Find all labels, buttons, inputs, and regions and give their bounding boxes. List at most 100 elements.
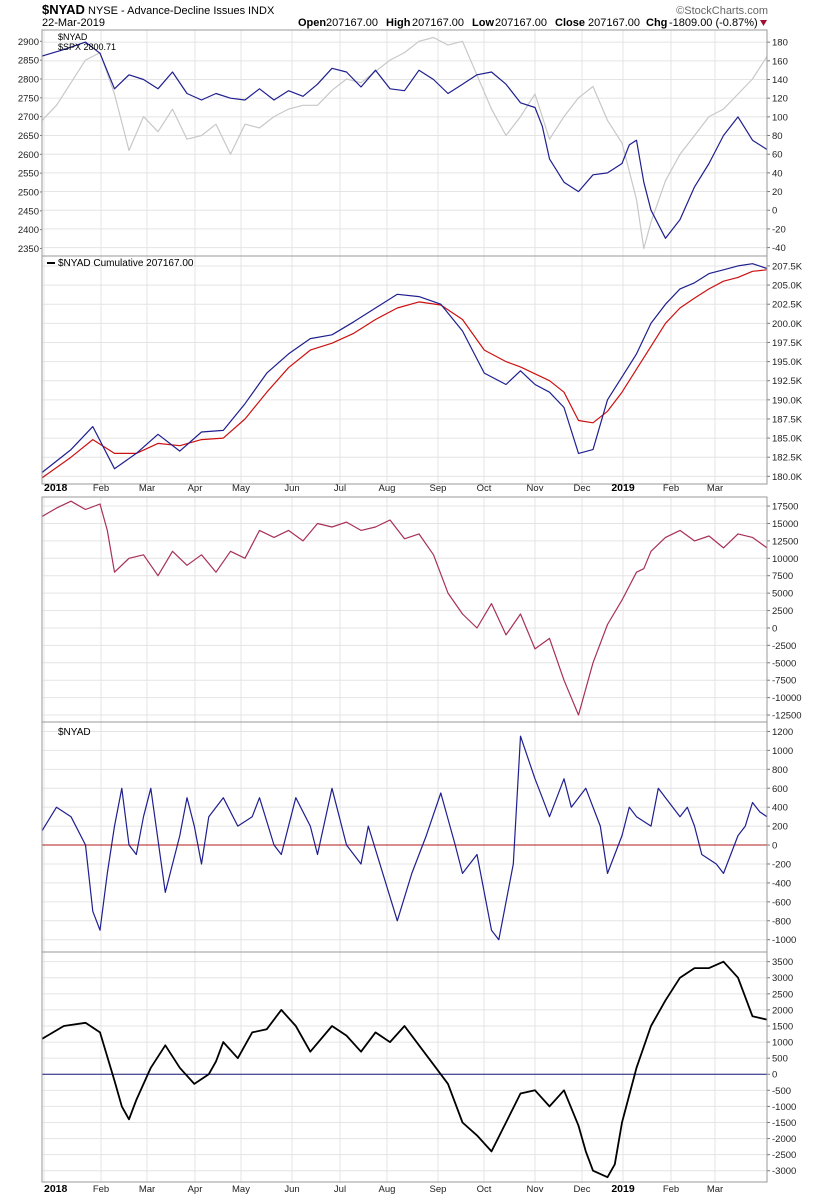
tick-label: 1500 [772, 1021, 793, 1032]
x-tick-label: Feb [93, 483, 109, 494]
x-tick-label: Oct [477, 483, 492, 494]
x-tick-label: Apr [188, 483, 203, 494]
tick-label: 1200 [772, 727, 793, 738]
x-tick-label: Dec [574, 1184, 591, 1195]
tick-label: 195.0K [772, 357, 803, 368]
tick-label: 12500 [772, 536, 798, 547]
panel-border [41, 496, 768, 723]
tick-label: -400 [772, 878, 791, 889]
x-tick-label: May [232, 1184, 250, 1195]
close-label: Close [555, 17, 585, 29]
tick-label: 2500 [772, 989, 793, 1000]
tick-label: 40 [772, 168, 783, 179]
tick-label: 160 [772, 56, 788, 67]
tick-label: 3500 [772, 957, 793, 968]
x-tick-label: Jun [284, 1184, 299, 1195]
header-date: 22-Mar-2019 [42, 17, 105, 29]
left-tick-label: 2450 [18, 206, 39, 217]
tick-label: 207.5K [772, 261, 803, 272]
tick-label: 2000 [772, 1005, 793, 1016]
series-line-1-1 [41, 269, 768, 479]
tick-label: 192.5K [772, 376, 803, 387]
panel-border [41, 255, 768, 485]
tick-label: 0 [772, 841, 777, 852]
legend-text: $NYAD [58, 727, 91, 738]
tick-label: 5000 [772, 589, 793, 600]
tick-label: -1500 [772, 1118, 796, 1129]
series-line-2-0 [41, 500, 768, 716]
tick-label: -800 [772, 916, 791, 927]
tick-label: 180.0K [772, 472, 803, 483]
open-label: Open [298, 17, 326, 29]
series-line-0-0 [41, 41, 768, 239]
tick-label: 180 [772, 38, 788, 49]
x-tick-label: Aug [379, 1184, 396, 1195]
x-tick-label: Mar [707, 1184, 723, 1195]
x-tick-label: Mar [707, 483, 723, 494]
close-value: 207167.00 [588, 17, 640, 29]
tick-label: 200 [772, 822, 788, 833]
tick-label: 0 [772, 623, 777, 634]
tick-label: -1000 [772, 935, 796, 946]
tick-label: 0 [772, 206, 777, 217]
legend-text: $NYAD Cumulative 207167.00 [58, 258, 194, 269]
tick-label: 80 [772, 131, 783, 142]
tick-label: -1000 [772, 1102, 796, 1113]
legend-text: $NYAD [58, 32, 88, 42]
left-tick-label: 2350 [18, 244, 39, 255]
chg-label: Chg [646, 17, 667, 29]
x-tick-label: Aug [379, 483, 396, 494]
left-tick-label: 2500 [18, 187, 39, 198]
tick-label: 60 [772, 150, 783, 161]
tick-label: 1000 [772, 746, 793, 757]
tick-label: -3000 [772, 1166, 796, 1177]
tick-label: -500 [772, 1086, 791, 1097]
left-tick-label: 2400 [18, 225, 39, 236]
tick-label: 140 [772, 75, 788, 86]
tick-label: 600 [772, 784, 788, 795]
x-tick-label: Nov [527, 1184, 544, 1195]
tick-label: 500 [772, 1054, 788, 1065]
x-tick-label: 2018 [44, 1183, 68, 1195]
x-tick-label: Jul [334, 1184, 346, 1195]
tick-label: 7500 [772, 571, 793, 582]
x-tick-label: Jul [334, 483, 346, 494]
x-tick-label: 2018 [44, 482, 68, 494]
left-tick-label: 2650 [18, 131, 39, 142]
x-tick-label: Dec [574, 483, 591, 494]
tick-label: 2500 [772, 606, 793, 617]
tick-label: 400 [772, 803, 788, 814]
x-tick-label: Mar [139, 1184, 155, 1195]
x-tick-label: Jun [284, 483, 299, 494]
x-tick-label: Feb [93, 1184, 109, 1195]
x-tick-label: Sep [430, 1184, 447, 1195]
panels: -40-200204060801001201401601802350240024… [18, 29, 803, 1195]
panel-border [41, 951, 768, 1183]
tick-label: 202.5K [772, 300, 803, 311]
x-tick-label: 2019 [611, 1183, 635, 1195]
tick-label: 182.5K [772, 453, 803, 464]
tick-label: 185.0K [772, 434, 803, 445]
tick-label: -5000 [772, 658, 796, 669]
tick-label: -40 [772, 243, 786, 254]
tick-label: 187.5K [772, 414, 803, 425]
left-tick-label: 2800 [18, 74, 39, 85]
tick-label: 0 [772, 1070, 777, 1081]
watermark: ©StockCharts.com [676, 5, 768, 17]
tick-label: -20 [772, 224, 786, 235]
tick-label: -12500 [772, 711, 802, 722]
tick-label: -600 [772, 897, 791, 908]
tick-label: -10000 [772, 693, 802, 704]
x-tick-label: May [232, 483, 250, 494]
series-line-1-0 [41, 263, 768, 473]
left-tick-label: 2700 [18, 112, 39, 123]
x-tick-label: Mar [139, 483, 155, 494]
x-tick-label: Oct [477, 1184, 492, 1195]
x-tick-label: Feb [663, 483, 679, 494]
tick-label: 200.0K [772, 319, 803, 330]
tick-label: 190.0K [772, 395, 803, 406]
tick-label: 120 [772, 94, 788, 105]
left-tick-label: 2850 [18, 56, 39, 67]
panel-border [41, 721, 768, 953]
